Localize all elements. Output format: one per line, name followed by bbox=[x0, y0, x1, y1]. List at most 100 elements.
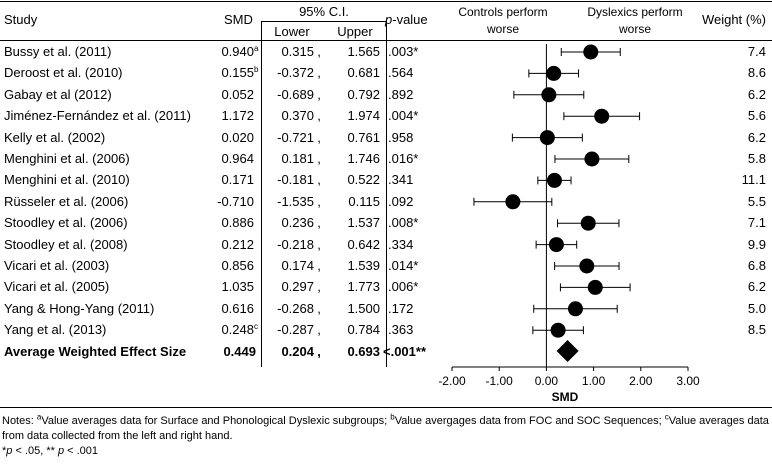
smd-cell: 0.155b bbox=[221, 64, 259, 80]
ci-separator: , bbox=[317, 44, 321, 59]
smd-cell: 1.172 bbox=[196, 108, 260, 124]
p-value: .016* bbox=[388, 151, 419, 166]
top-rule bbox=[0, 1, 772, 2]
weight-value: 5.5 bbox=[747, 194, 766, 209]
ci-lower: -1.535 bbox=[277, 194, 314, 209]
study-name: Jiménez-Fernández et al. (2011) bbox=[4, 108, 191, 123]
table-bottom-rule bbox=[0, 407, 772, 408]
ci-lower: -0.287 bbox=[277, 322, 314, 337]
effect-size-point bbox=[505, 194, 521, 210]
p-value: .092 bbox=[388, 194, 414, 209]
ci-upper: 1.746 bbox=[347, 151, 380, 166]
weight-value: 6.2 bbox=[747, 87, 766, 102]
ci-lower: -0.181 bbox=[277, 172, 314, 187]
header-upper: Upper bbox=[337, 24, 373, 39]
smd-cell: 0.940a bbox=[221, 43, 259, 59]
note-sig-p2: p bbox=[57, 445, 65, 457]
ci-lower: -0.268 bbox=[277, 301, 314, 316]
x-tick-label: 2.00 bbox=[629, 374, 653, 388]
ci-upper: 1.565 bbox=[347, 44, 380, 59]
weight-value: 5.8 bbox=[747, 151, 766, 166]
p-value: .341 bbox=[388, 172, 414, 187]
p-value: .334 bbox=[388, 237, 414, 252]
weight-value: 8.6 bbox=[747, 65, 766, 80]
smd-cell: 0.171 bbox=[196, 172, 260, 188]
ci-separator: , bbox=[317, 237, 321, 252]
weight-value: 5.0 bbox=[747, 301, 766, 316]
note-a-mark: a bbox=[36, 412, 42, 422]
p-value: .172 bbox=[388, 301, 414, 316]
smd-value: 0.155 bbox=[221, 65, 254, 80]
ci-lower: 0.297 bbox=[281, 279, 314, 294]
study-name: Menghini et al. (2006) bbox=[4, 151, 130, 166]
weight-value: 9.9 bbox=[747, 237, 766, 252]
smd-value: 0.940 bbox=[221, 44, 254, 59]
header-weight: Weight (%) bbox=[701, 12, 766, 27]
header-dyslexics-line2: worse bbox=[618, 22, 651, 36]
summary-p-value: <.001** bbox=[383, 344, 427, 359]
effect-size-point bbox=[541, 87, 557, 103]
study-name: Bussy et al. (2011) bbox=[4, 44, 112, 59]
effect-size-point bbox=[567, 301, 583, 317]
x-axis-label: SMD bbox=[551, 390, 579, 404]
x-tick-label: 3.00 bbox=[676, 374, 700, 388]
smd-cell: 0.616 bbox=[196, 301, 260, 317]
x-tick-label: -1.00 bbox=[485, 374, 513, 388]
header-controls-line2: worse bbox=[486, 22, 519, 36]
effect-size-point bbox=[584, 151, 600, 167]
note-sig-star: * bbox=[2, 445, 7, 457]
study-name: Kelly et al. (2002) bbox=[4, 130, 106, 145]
p-value: .564 bbox=[388, 65, 414, 80]
ci-left-rule bbox=[261, 21, 262, 367]
p-value: .004* bbox=[388, 108, 419, 123]
smd-cell: 0.964 bbox=[196, 151, 260, 167]
smd-value: 0.020 bbox=[221, 130, 254, 145]
note-sig-end: < .001 bbox=[64, 445, 99, 457]
note-c-mark: c bbox=[664, 412, 669, 422]
smd-cell: 0.212 bbox=[196, 237, 260, 253]
smd-value: 0.248 bbox=[221, 322, 254, 337]
weight-value: 11.1 bbox=[741, 172, 766, 187]
ci-separator: , bbox=[317, 87, 321, 102]
smd-cell: 0.248c bbox=[221, 321, 258, 337]
effect-size-point bbox=[583, 44, 599, 60]
study-name: Menghini et al. (2010) bbox=[4, 172, 130, 187]
ci-upper: 0.522 bbox=[347, 172, 380, 187]
smd-cell: 0.886 bbox=[196, 215, 260, 231]
note-c-text: Value averages data from data collected … bbox=[2, 415, 769, 442]
smd-value: 0.212 bbox=[221, 237, 254, 252]
ci-lower: 0.181 bbox=[281, 151, 314, 166]
ci-upper: 1.773 bbox=[347, 279, 380, 294]
ci-header-rule bbox=[262, 21, 386, 22]
effect-size-point bbox=[539, 130, 555, 146]
ci-separator: , bbox=[317, 279, 321, 294]
ci-lower: 0.236 bbox=[281, 215, 314, 230]
ci-lower: -0.689 bbox=[277, 87, 314, 102]
ci-separator: , bbox=[317, 322, 321, 337]
smd-value: 1.035 bbox=[221, 279, 254, 294]
header-lower: Lower bbox=[274, 24, 310, 39]
ci-upper: 0.761 bbox=[347, 130, 380, 145]
study-name: Deroost et al. (2010) bbox=[4, 65, 123, 80]
p-value: .363 bbox=[388, 322, 414, 337]
smd-value: 0.052 bbox=[221, 87, 254, 102]
note-sig-mid: < .05, ** bbox=[12, 445, 58, 457]
smd-cell: -0.710 bbox=[196, 194, 260, 210]
header-p-value: p-value bbox=[385, 12, 428, 27]
ci-separator: , bbox=[317, 215, 321, 230]
note-b-text: Value avergages data from FOC and SOC Se… bbox=[394, 415, 665, 427]
summary-study: Average Weighted Effect Size bbox=[4, 344, 187, 359]
smd-cell: 0.856 bbox=[196, 258, 260, 274]
effect-size-point bbox=[587, 279, 603, 295]
ci-right-rule bbox=[386, 21, 387, 367]
weight-value: 6.2 bbox=[747, 279, 766, 294]
smd-cell: 1.035 bbox=[196, 279, 260, 295]
x-tick-label: 0.00 bbox=[534, 374, 559, 388]
effect-size-point bbox=[550, 322, 566, 338]
smd-value: -0.710 bbox=[217, 194, 254, 209]
weight-value: 5.6 bbox=[747, 108, 766, 123]
p-value: .014* bbox=[388, 258, 419, 273]
ci-separator: , bbox=[317, 130, 321, 145]
note-sig-p1: p bbox=[6, 445, 13, 457]
